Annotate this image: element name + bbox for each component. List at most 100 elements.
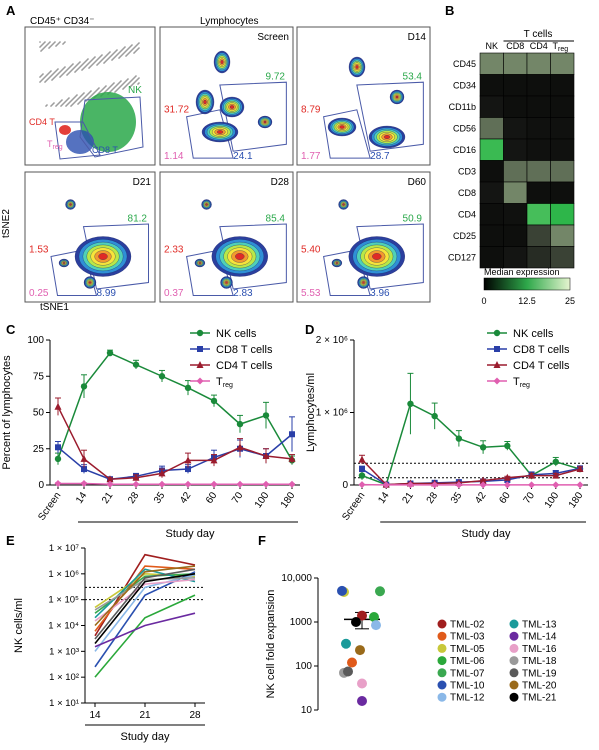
cell-dot [118,82,120,84]
legend-label: Treg [216,376,233,389]
cell-dot [49,41,51,43]
patient-point [337,585,347,596]
cell-dot [58,72,60,74]
heatmap-cell [503,246,528,269]
cell-dot [128,47,130,49]
tsne-plot-2 [296,26,431,166]
heatmap-row-label: CD34 [453,80,476,90]
cell-dot [124,86,126,88]
heatmap-cell [503,224,528,247]
density-contour [362,281,365,284]
heatmap-cell [479,203,504,226]
heatmap-col-label: Treg [553,41,569,53]
patient-point [351,617,361,627]
cell-dot [51,79,53,81]
cell-dot [134,46,136,48]
cell-dot [92,58,94,60]
cell-dot [78,62,80,64]
cell-dot [121,84,123,86]
cell-dot [57,43,59,45]
data-point [552,481,560,489]
cell-dot [67,98,69,100]
data-point [132,361,140,368]
data-point [106,475,114,483]
cell-dot [90,65,92,67]
cell-dot [127,53,129,55]
cell-dot [124,51,126,53]
cell-dot [70,70,72,72]
cell-dot [61,104,63,106]
tsne-plot-1 [159,26,294,166]
heatmap-cell [479,224,504,247]
cell-dot [45,105,47,107]
data-point [431,412,438,420]
heatmap-cell [479,160,504,183]
cell-dot [56,104,58,106]
cell-dot [80,100,82,102]
cell-dot [87,93,89,95]
cell-dot [98,62,100,64]
cell-dot [77,103,79,105]
data-point [210,456,218,464]
legend-marker [437,619,447,629]
cell-dot [96,89,98,91]
heatmap-cell [479,138,504,161]
data-point [184,456,192,464]
cell-dot [112,83,114,85]
cd4-percent-label: 5.40 [301,245,321,256]
density-contour [220,60,224,64]
cell-dot [129,46,131,48]
x-tick-label: 28 [189,710,201,721]
y-tick-label: 10 [301,705,313,716]
cell-dot [113,57,115,59]
cell-dot [106,59,108,61]
treg-percent-label: 1.77 [301,151,321,162]
x-tick-label: 60 [497,490,513,506]
x-tick-label: 180 [567,490,586,510]
panel-a-header-left: CD45⁺ CD34⁻ [30,16,95,27]
x-axis-label: Study day [462,528,511,540]
cell-dot [103,87,105,89]
cell-dot [63,72,65,74]
cell-dot [136,79,138,81]
x-axis-label: Study day [121,731,170,743]
cell-dot [109,51,111,53]
x-tick-label: Screen [340,490,367,522]
legend-label: TML-13 [522,620,557,631]
cell-dot [134,81,136,83]
cell-dot [72,68,74,70]
cell-dot [125,55,127,57]
cell-dot [87,58,89,60]
legend-marker [197,346,203,352]
cell-dot [119,51,121,53]
cell-dot [138,82,140,84]
data-point [358,481,366,489]
heatmap-cell [526,138,551,161]
cell-dot [45,75,47,77]
cell-dot [121,49,123,51]
cell-dot [54,71,56,73]
cell-dot [72,103,74,105]
cell-dot [84,61,86,63]
cell-dot [61,69,63,71]
cell-dot [72,98,74,100]
cell-dot [135,75,137,77]
data-point [528,481,536,489]
data-point [576,465,584,473]
cell-dot [64,71,66,73]
cell-dot [94,91,96,93]
heatmap-cell [550,52,575,75]
cell-dot [97,58,99,60]
cell-dot [113,82,115,84]
cell-dot [113,87,115,89]
cell-dot [87,63,89,65]
nk-percent-label: 85.4 [266,213,286,224]
cell-dot [42,73,44,75]
heatmap-cell [526,181,551,204]
heatmap-col-label: CD4 [530,41,548,51]
cell-dot [69,71,71,73]
cell-dot [59,76,61,78]
cell-dot [50,70,52,72]
data-point [184,384,192,392]
data-point [552,458,559,465]
